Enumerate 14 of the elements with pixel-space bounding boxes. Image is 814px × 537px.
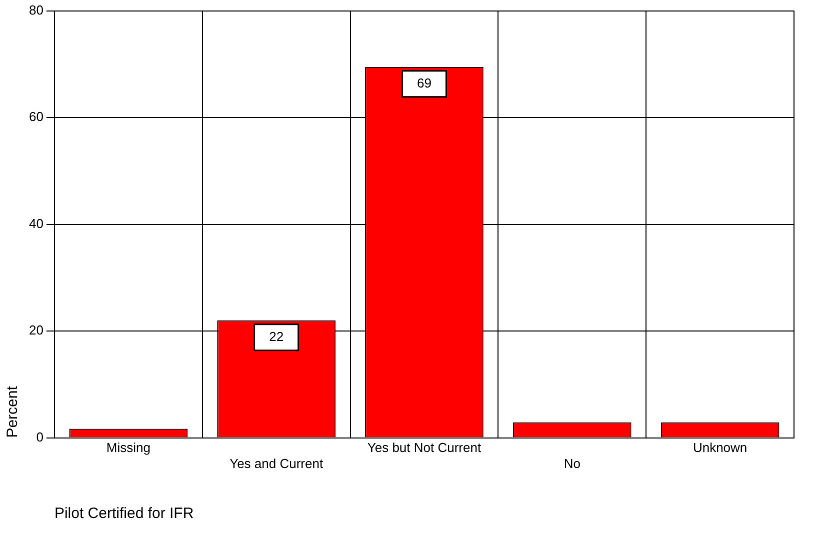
x-tick-label: Yes but Not Current (367, 440, 482, 456)
x-tick-label: Yes and Current (230, 456, 324, 471)
x-tick-label: Unknown (692, 440, 748, 456)
y-tick-label: 40 (28, 216, 44, 231)
y-tick-label: 60 (28, 109, 44, 124)
y-tick-label: 20 (28, 322, 44, 338)
data-label: 22 (269, 328, 284, 344)
y-tick-label: 80 (28, 2, 44, 18)
y-axis-title: Percent (4, 385, 22, 438)
data-label: 69 (416, 75, 432, 90)
x-tick-label: Missing (106, 440, 150, 456)
x-tick-label: No (564, 456, 580, 471)
x-axis-title: Pilot Certified for IFR (54, 505, 194, 522)
y-tick-label: 0 (36, 429, 44, 444)
